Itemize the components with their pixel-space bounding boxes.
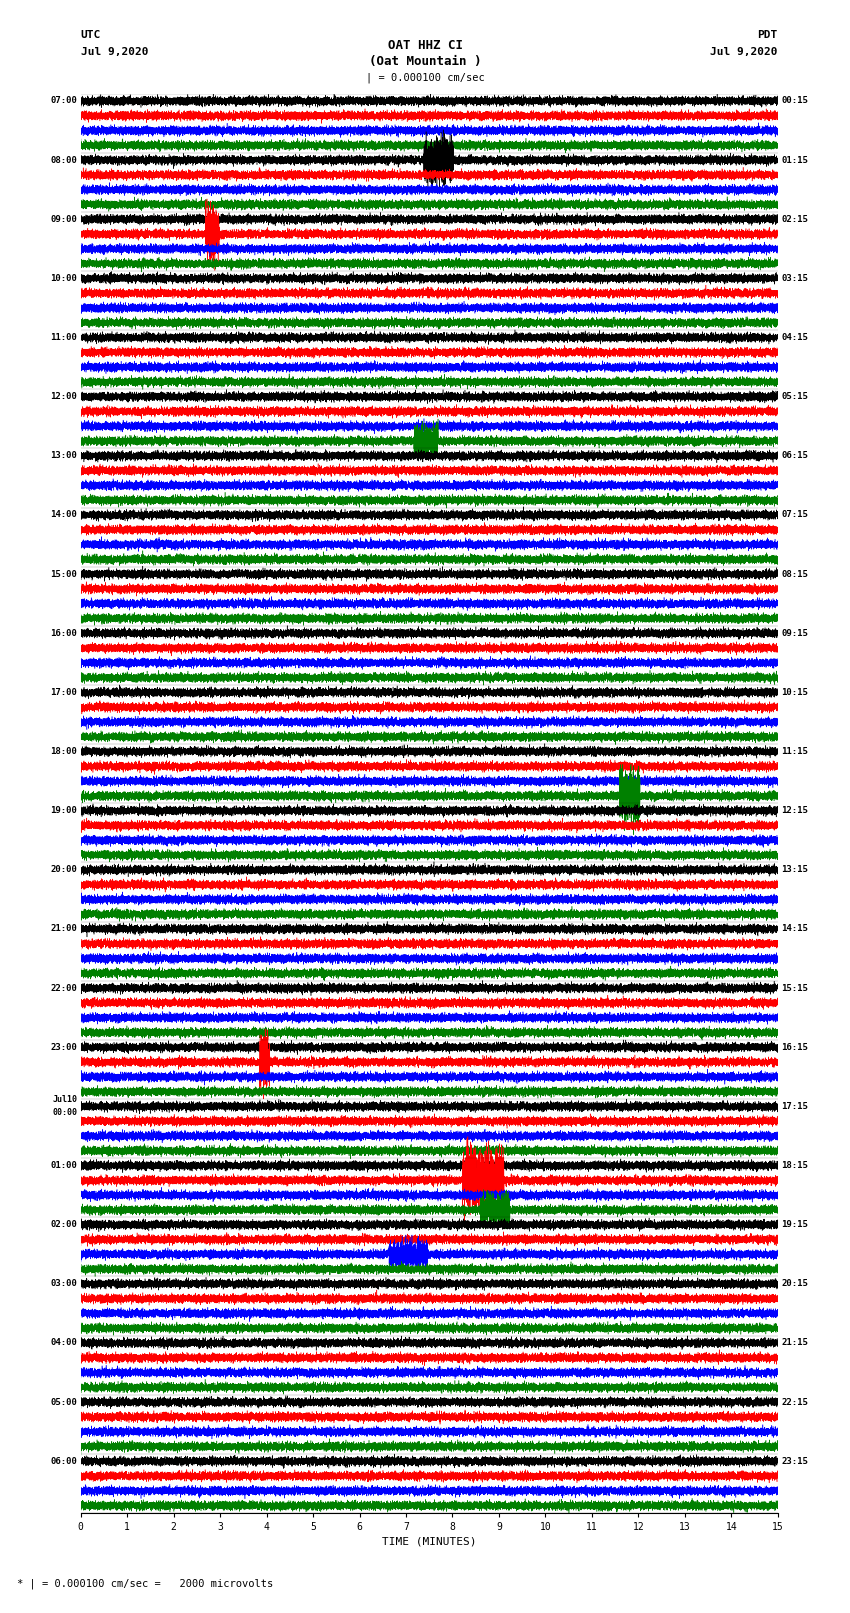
Text: 06:15: 06:15 [781,452,808,460]
Text: 13:15: 13:15 [781,865,808,874]
Text: 09:15: 09:15 [781,629,808,637]
Text: 22:00: 22:00 [50,984,77,992]
Text: Jul 9,2020: Jul 9,2020 [81,47,148,56]
Text: 19:00: 19:00 [50,806,77,815]
Text: 17:15: 17:15 [781,1102,808,1111]
Text: 07:15: 07:15 [781,510,808,519]
Text: 00:00: 00:00 [53,1108,77,1118]
Text: 18:15: 18:15 [781,1161,808,1169]
Text: 14:00: 14:00 [50,510,77,519]
Text: 15:00: 15:00 [50,569,77,579]
Text: 07:00: 07:00 [50,97,77,105]
Text: 11:15: 11:15 [781,747,808,756]
Text: 02:00: 02:00 [50,1219,77,1229]
Text: 03:15: 03:15 [781,274,808,282]
Text: 01:15: 01:15 [781,155,808,165]
Text: 21:15: 21:15 [781,1339,808,1347]
Text: 12:00: 12:00 [50,392,77,402]
Text: Jul10: Jul10 [53,1095,77,1105]
Text: 20:00: 20:00 [50,865,77,874]
Text: 03:00: 03:00 [50,1279,77,1289]
Text: 00:15: 00:15 [781,97,808,105]
Text: 08:15: 08:15 [781,569,808,579]
Text: UTC: UTC [81,31,101,40]
Text: 13:00: 13:00 [50,452,77,460]
Text: 08:00: 08:00 [50,155,77,165]
Text: 16:15: 16:15 [781,1042,808,1052]
Text: 10:00: 10:00 [50,274,77,282]
Text: 21:00: 21:00 [50,924,77,934]
Text: 10:15: 10:15 [781,687,808,697]
Text: * | = 0.000100 cm/sec =   2000 microvolts: * | = 0.000100 cm/sec = 2000 microvolts [17,1579,273,1589]
Text: 16:00: 16:00 [50,629,77,637]
Text: 11:00: 11:00 [50,332,77,342]
Text: 17:00: 17:00 [50,687,77,697]
X-axis label: TIME (MINUTES): TIME (MINUTES) [382,1536,477,1547]
Text: 09:00: 09:00 [50,215,77,224]
Text: 05:00: 05:00 [50,1397,77,1407]
Text: 06:00: 06:00 [50,1457,77,1466]
Text: 05:15: 05:15 [781,392,808,402]
Text: 20:15: 20:15 [781,1279,808,1289]
Text: | = 0.000100 cm/sec: | = 0.000100 cm/sec [366,73,484,82]
Text: 04:00: 04:00 [50,1339,77,1347]
Text: 04:15: 04:15 [781,332,808,342]
Text: 23:15: 23:15 [781,1457,808,1466]
Text: 14:15: 14:15 [781,924,808,934]
Text: 22:15: 22:15 [781,1397,808,1407]
Text: 12:15: 12:15 [781,806,808,815]
Text: 02:15: 02:15 [781,215,808,224]
Text: 19:15: 19:15 [781,1219,808,1229]
Text: Jul 9,2020: Jul 9,2020 [711,47,778,56]
Text: (Oat Mountain ): (Oat Mountain ) [369,55,481,68]
Text: PDT: PDT [757,31,778,40]
Text: 23:00: 23:00 [50,1042,77,1052]
Text: 18:00: 18:00 [50,747,77,756]
Text: 01:00: 01:00 [50,1161,77,1169]
Text: 15:15: 15:15 [781,984,808,992]
Text: OAT HHZ CI: OAT HHZ CI [388,39,462,52]
